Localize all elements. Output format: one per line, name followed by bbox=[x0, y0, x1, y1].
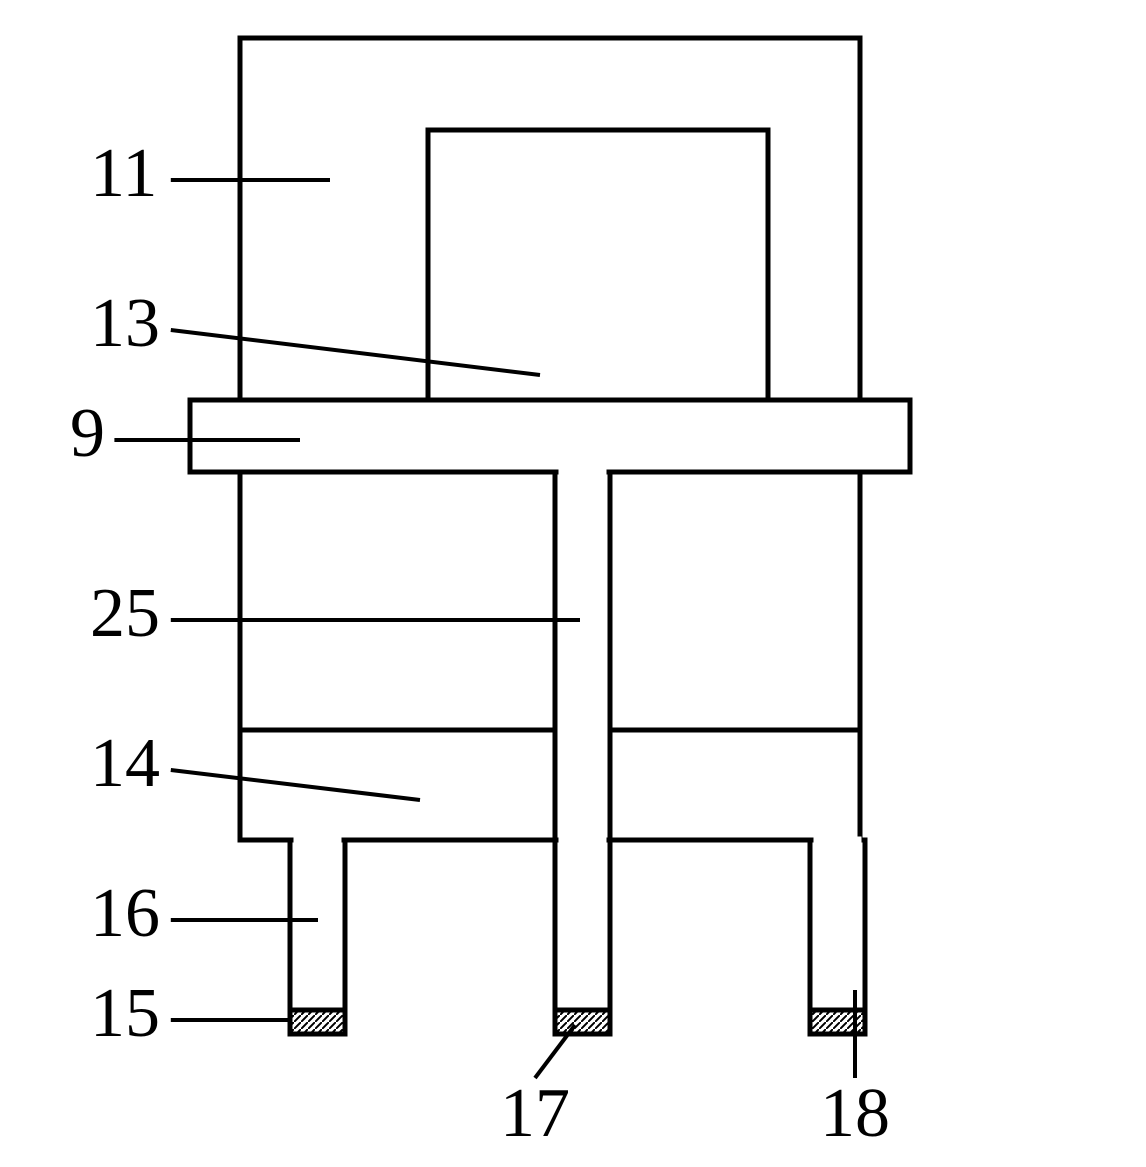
leg-2 bbox=[555, 840, 610, 1010]
label-16: 16 bbox=[90, 875, 160, 952]
label-25: 25 bbox=[90, 575, 160, 652]
label-15: 15 bbox=[90, 975, 160, 1052]
crossbar bbox=[190, 400, 910, 472]
label-17: 17 bbox=[500, 1075, 570, 1152]
foot-1 bbox=[290, 1010, 345, 1034]
label-14: 14 bbox=[90, 725, 160, 802]
leg-3 bbox=[810, 840, 865, 1010]
technical-diagram: 11 13 9 25 14 16 15 17 18 bbox=[0, 0, 1146, 1167]
shapes-layer bbox=[190, 38, 910, 1034]
center-post-full bbox=[555, 472, 610, 840]
label-18: 18 bbox=[820, 1075, 890, 1152]
label-13: 13 bbox=[90, 285, 160, 362]
label-11: 11 bbox=[90, 135, 157, 212]
foot-2 bbox=[555, 1010, 610, 1034]
leg-1 bbox=[290, 840, 345, 1010]
label-9: 9 bbox=[70, 395, 105, 472]
